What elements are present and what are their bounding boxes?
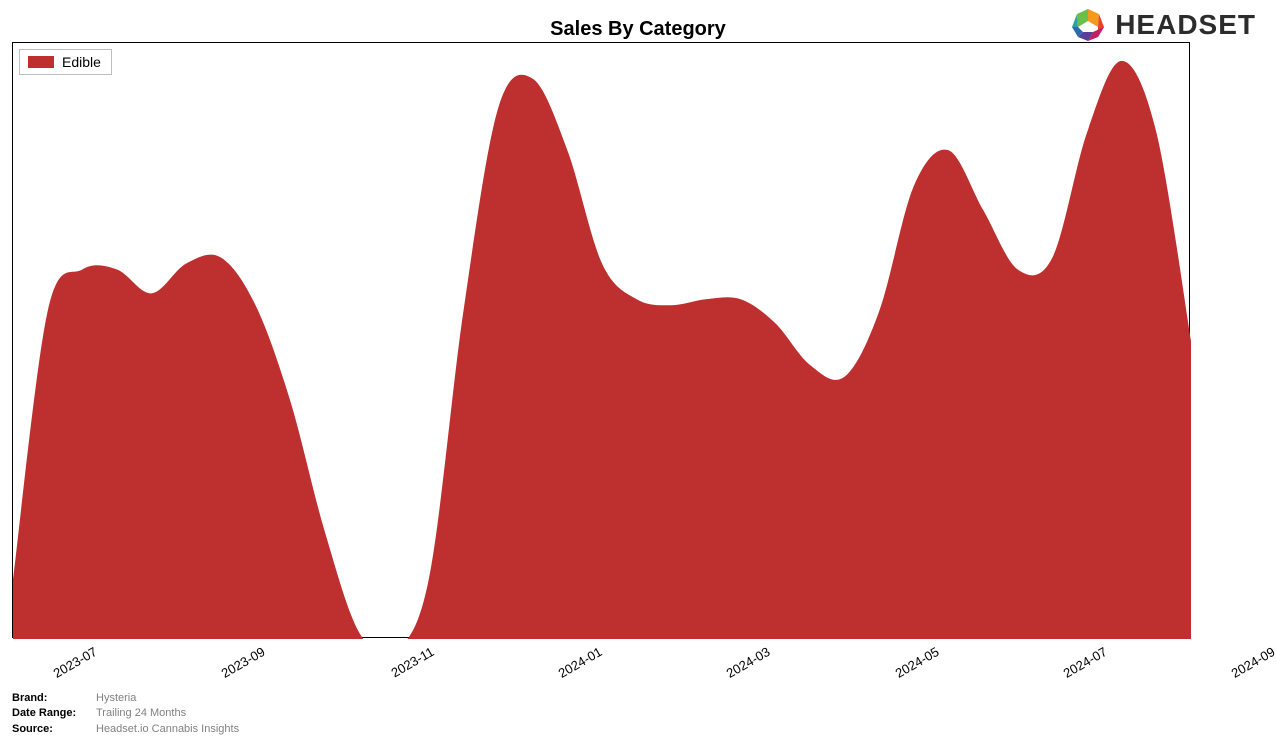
- footer-range-label: Date Range:: [12, 706, 86, 721]
- footer-source-row: Source: Headset.io Cannabis Insights: [12, 722, 239, 737]
- footer-source-value: Headset.io Cannabis Insights: [96, 722, 239, 737]
- x-tick-label: 2024-07: [1061, 644, 1110, 681]
- chart-container: HEADSET Sales By Category Edible 2023-07…: [0, 0, 1276, 747]
- x-tick-label: 2023-09: [219, 644, 268, 681]
- x-tick-label: 2024-05: [892, 644, 941, 681]
- footer-source-label: Source:: [12, 722, 86, 737]
- footer-range-row: Date Range: Trailing 24 Months: [12, 706, 239, 721]
- area-series-svg: [13, 43, 1191, 639]
- footer-brand-row: Brand: Hysteria: [12, 691, 239, 706]
- footer-brand-value: Hysteria: [96, 691, 136, 706]
- legend-label: Edible: [62, 54, 101, 70]
- footer-metadata: Brand: Hysteria Date Range: Trailing 24 …: [12, 691, 239, 737]
- x-tick-label: 2024-09: [1229, 644, 1276, 681]
- footer-brand-label: Brand:: [12, 691, 86, 706]
- footer-range-value: Trailing 24 Months: [96, 706, 186, 721]
- x-tick-label: 2023-11: [388, 644, 436, 680]
- legend: Edible: [19, 49, 112, 75]
- x-tick-label: 2024-03: [724, 644, 773, 681]
- plot-area: Edible: [12, 42, 1190, 638]
- chart-title: Sales By Category: [0, 18, 1276, 41]
- area-series-edible: [13, 61, 1191, 639]
- x-tick-label: 2023-07: [51, 644, 100, 681]
- x-tick-label: 2024-01: [556, 644, 605, 681]
- legend-swatch: [28, 56, 54, 68]
